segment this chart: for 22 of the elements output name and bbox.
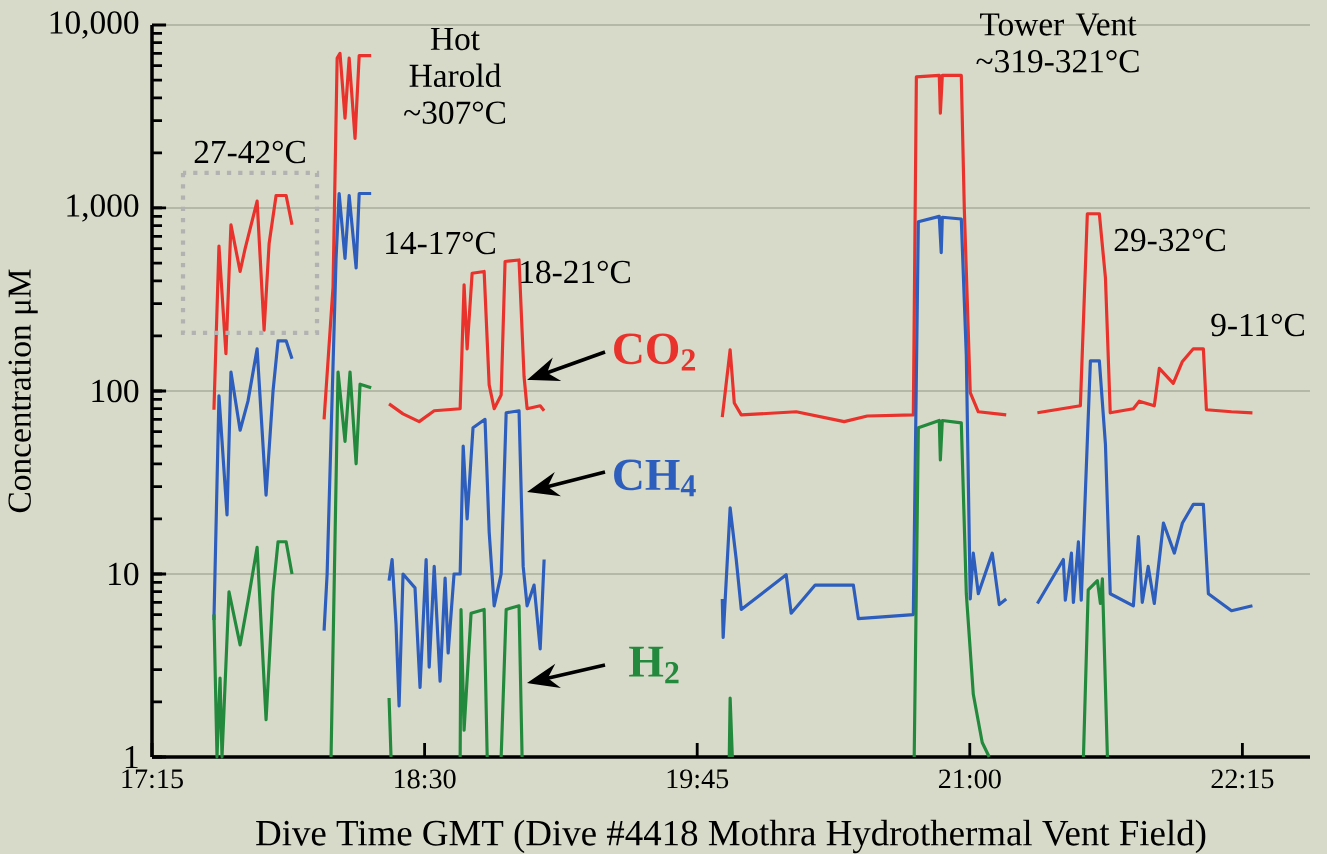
- x-tick-label: 19:45: [667, 769, 729, 789]
- x-axis-title: Dive Time GMT (Dive #4418 Mothra Hydrothermal Vent Field): [256, 819, 1206, 854]
- x-tick-label: 17:15: [122, 769, 183, 789]
- y-tick-label: 10,000: [50, 11, 139, 39]
- y-tick-label: 1: [125, 745, 138, 769]
- y-tick-label: 10: [109, 562, 139, 586]
- series-label: CO$_{2}$: [614, 333, 696, 371]
- annotation: 14-17°C: [386, 231, 495, 255]
- y-axis-title: Concentration μM: [8, 269, 38, 513]
- annotation: 29-32°C: [1114, 228, 1225, 252]
- annotation: 9-11°C: [1211, 313, 1304, 337]
- series-label: H$_{2}$: [629, 646, 679, 684]
- annotation: Tower Vent ~319-321°C: [976, 13, 1139, 73]
- x-tick-label: 18:30: [395, 769, 456, 789]
- series-label: CH$_{4}$: [614, 459, 696, 497]
- y-tick-label: 100: [92, 379, 139, 403]
- annotation: Hot Harold ~307°C: [404, 27, 506, 124]
- x-tick-label: 21:00: [938, 769, 1001, 789]
- y-tick-label: 1,000: [67, 194, 139, 222]
- annotation: 18-21°C: [521, 260, 630, 284]
- x-tick-label: 22:15: [1211, 769, 1274, 789]
- annotation: 27-42°C: [194, 140, 305, 164]
